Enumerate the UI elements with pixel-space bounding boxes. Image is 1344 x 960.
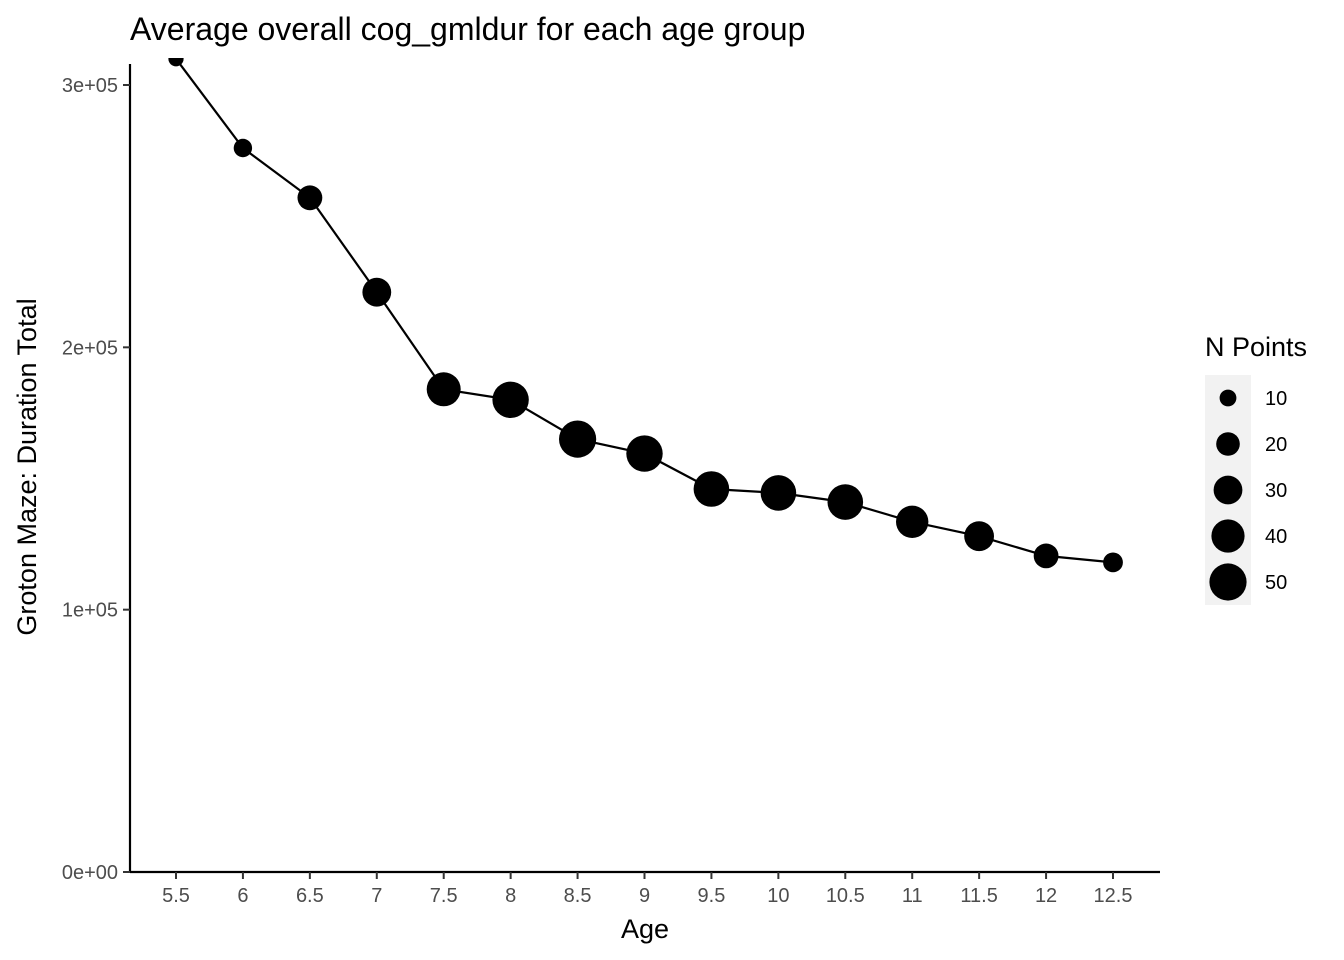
- x-tick-label: 7: [371, 885, 382, 907]
- legend-title: N Points: [1205, 332, 1307, 362]
- y-tick-label: 0e+00: [62, 862, 118, 884]
- y-tick-label: 3e+05: [62, 75, 118, 97]
- x-tick-label: 7.5: [430, 885, 458, 907]
- x-axis-title: Age: [621, 914, 669, 944]
- axes: 5.5 6 6.5 7 7.5 8 8.5 9 9.5 10 10.5 11 11.5 12 12.5 0e+…: [62, 64, 1160, 907]
- data-point: [827, 484, 864, 520]
- data-point: [760, 475, 797, 511]
- x-tick-label: 9.5: [698, 885, 726, 907]
- x-tick-label: 5.5: [162, 885, 190, 907]
- x-tick-label: 8: [505, 885, 516, 907]
- legend-key: [1211, 519, 1245, 553]
- legend-label: 50: [1265, 572, 1287, 594]
- legend-label: 20: [1265, 434, 1287, 456]
- y-axis-title: Groton Maze: Duration Total: [12, 298, 42, 635]
- x-tick-label: 12: [1035, 885, 1057, 907]
- legend-label: 30: [1265, 480, 1287, 502]
- legend: N Points 10 20 30 40 50: [1205, 332, 1307, 605]
- legend-key: [1219, 389, 1237, 407]
- data-point: [168, 58, 184, 67]
- x-tick-label: 11.5: [960, 885, 997, 907]
- data-point: [426, 372, 461, 407]
- legend-key: [1213, 475, 1243, 505]
- legend-key: [1216, 432, 1240, 456]
- legend-label: 10: [1265, 388, 1287, 410]
- data-point: [1033, 543, 1059, 569]
- data-point: [233, 138, 253, 158]
- data-point: [1103, 552, 1123, 573]
- x-tick-label: 6.5: [296, 885, 324, 907]
- data-point: [297, 185, 323, 211]
- data-point: [559, 420, 597, 458]
- data-point: [693, 471, 730, 507]
- series-line: [175, 58, 1114, 564]
- legend-key: [1209, 563, 1247, 601]
- x-tick-label: 11: [902, 885, 923, 907]
- plot-marks: [168, 58, 1123, 573]
- y-tick-label: 2e+05: [62, 337, 118, 359]
- y-tick-label: 1e+05: [62, 600, 118, 622]
- x-tick-label: 8.5: [564, 885, 592, 907]
- x-tick-label: 10: [767, 885, 789, 907]
- legend-label: 40: [1265, 526, 1287, 548]
- data-point: [896, 505, 929, 538]
- data-point: [362, 277, 392, 307]
- x-tick-label: 6: [237, 885, 248, 907]
- x-tick-label: 12.5: [1094, 885, 1133, 907]
- x-tick-label: 10.5: [826, 885, 865, 907]
- data-point: [626, 435, 663, 472]
- data-point: [964, 521, 994, 552]
- chart-title: Average overall cog_gmldur for each age …: [130, 11, 805, 47]
- x-tick-label: 9: [639, 885, 650, 907]
- data-point: [492, 381, 529, 418]
